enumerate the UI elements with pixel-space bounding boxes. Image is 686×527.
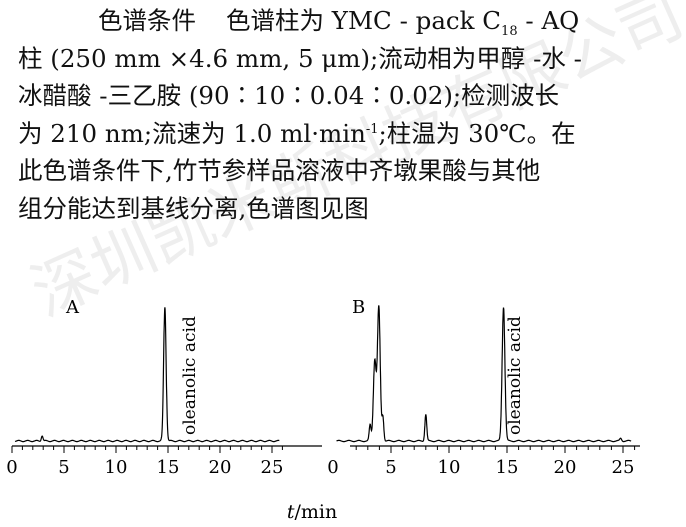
text-line-2: 柱 (250 mm ×4.6 mm, 5 μm);流动相为甲醇 -水 - bbox=[18, 43, 582, 73]
text-line-5: 此色谱条件下,竹节参样品溶液中齐墩果酸与其他 bbox=[18, 156, 541, 185]
text-line-1: 色谱条件 色谱柱为 YMC - pack C18 - AQ bbox=[98, 6, 580, 39]
x-tick-label: 5 bbox=[385, 457, 396, 478]
x-tick-label: 20 bbox=[554, 457, 577, 478]
x-tick-label: 25 bbox=[612, 457, 635, 478]
panel-label: B bbox=[352, 297, 365, 318]
peak-annotation: oleanolic acid bbox=[180, 316, 200, 435]
x-tick-label: 0 bbox=[6, 457, 17, 478]
x-axis-title: t/min bbox=[287, 501, 337, 523]
x-tick-label: 15 bbox=[496, 457, 519, 478]
x-tick-label: 20 bbox=[209, 457, 232, 478]
panel-label: A bbox=[65, 297, 80, 318]
x-tick-label: 25 bbox=[261, 457, 284, 478]
text-line-4: 为 210 nm;流速为 1.0 ml·min-1;柱温为 30℃。在 bbox=[18, 118, 576, 148]
x-tick-label: 10 bbox=[105, 457, 128, 478]
text-line-3: 冰醋酸 -三乙胺 (90∶10∶0.04∶0.02);检测波长 bbox=[18, 81, 560, 110]
paragraph: 色谱条件 色谱柱为 YMC - pack C18 - AQ 柱 (250 mm ×… bbox=[18, 2, 678, 227]
peak-annotation: oleanolic acid bbox=[505, 316, 525, 435]
x-tick-label: 10 bbox=[438, 457, 461, 478]
chromatogram-trace bbox=[336, 305, 632, 443]
x-tick-label: 15 bbox=[157, 457, 180, 478]
x-tick-label: 5 bbox=[58, 457, 69, 478]
chromatogram-trace bbox=[14, 307, 280, 443]
x-tick-label: 0 bbox=[327, 457, 338, 478]
text-line-6: 组分能达到基线分离,色谱图见图 bbox=[18, 193, 369, 223]
section-heading: 色谱条件 bbox=[98, 6, 196, 35]
